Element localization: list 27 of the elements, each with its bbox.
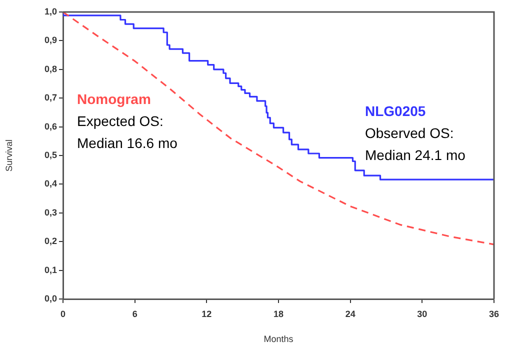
series-label: Nomogram xyxy=(77,90,151,107)
text: NLG0205 xyxy=(365,102,426,119)
y-axis-title: Survival xyxy=(4,139,14,172)
x-tick-label: 6 xyxy=(132,308,138,319)
y-tick-label: 0,9 xyxy=(44,35,57,46)
x-axis-title: Months xyxy=(264,334,294,344)
y-tick-label: 0,0 xyxy=(44,293,57,304)
y-tick-label: 1,0 xyxy=(44,6,57,16)
x-tick-label: 36 xyxy=(488,308,500,319)
y-tick-label: 0,3 xyxy=(44,207,57,218)
y-tick-label: 0,1 xyxy=(44,264,57,275)
annotation: Observed OS: xyxy=(365,124,454,141)
x-tick-label: 12 xyxy=(202,308,212,319)
x-tick-label: 30 xyxy=(417,308,428,319)
annotation: Expected OS: xyxy=(77,112,164,129)
y-tick-label: 0,2 xyxy=(44,236,57,246)
y-tick-label: 0,5 xyxy=(44,150,57,160)
annotation: Median 16.6 mo xyxy=(77,134,178,151)
x-tick-label: 18 xyxy=(273,308,284,319)
y-tick-label: 0,4 xyxy=(44,178,57,189)
annotation: Median 24.1 mo xyxy=(365,146,466,163)
y-tick-label: 0,8 xyxy=(44,64,57,74)
line-series xyxy=(63,12,494,246)
y-tick-label: 0,6 xyxy=(44,121,57,132)
x-tick-label: 24 xyxy=(345,308,356,319)
y-tick-label: 0,7 xyxy=(44,92,57,103)
x-tick-label: 0 xyxy=(60,308,66,319)
